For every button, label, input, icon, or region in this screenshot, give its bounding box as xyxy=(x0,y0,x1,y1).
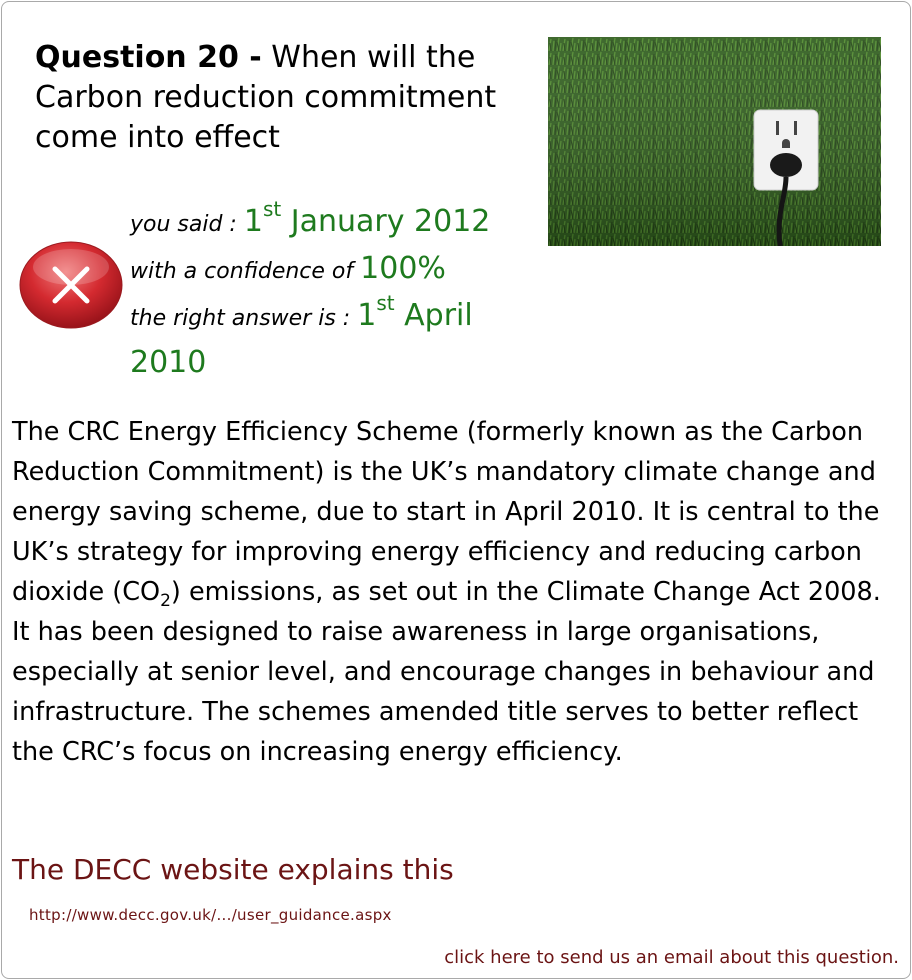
you-said-day: 1 xyxy=(243,204,263,239)
confidence-value: 100% xyxy=(360,251,446,286)
right-answer-line: the right answer is : 1st April 2010 xyxy=(130,293,510,388)
you-said-label: you said : xyxy=(130,212,237,237)
explanation-part-1: The CRC Energy Efficiency Scheme (former… xyxy=(12,417,880,607)
co2-subscript: 2 xyxy=(160,591,171,612)
question-text: When will the Carbon reduction commitmen… xyxy=(35,40,497,155)
confidence-label: with a confidence of xyxy=(130,259,354,284)
wrong-cross-icon xyxy=(18,239,124,329)
plug-socket-image xyxy=(548,37,881,246)
source-link[interactable]: http://www.decc.gov.uk/.../user_guidance… xyxy=(29,906,392,924)
source-title: The DECC website explains this xyxy=(12,853,454,886)
you-said-value: 1st January 2012 xyxy=(243,199,491,239)
you-said-date: January 2012 xyxy=(290,204,491,239)
right-answer-ordinal: st xyxy=(376,291,395,315)
right-answer-day: 1 xyxy=(357,298,377,333)
explanation-text: The CRC Energy Efficiency Scheme (former… xyxy=(12,412,904,772)
email-feedback-link[interactable]: click here to send us an email about thi… xyxy=(444,947,899,968)
right-answer-value: 1st April 2010 xyxy=(130,293,473,380)
question-title: Question 20 - When will the Carbon reduc… xyxy=(35,38,535,158)
grass-plug-illustration xyxy=(548,37,881,246)
wall-socket-icon xyxy=(753,109,819,246)
you-said-line: you said : 1st January 2012 xyxy=(130,199,530,247)
confidence-line: with a confidence of 100% xyxy=(130,247,530,294)
you-said-ordinal: st xyxy=(262,197,282,221)
answer-block: you said : 1st January 2012 with a confi… xyxy=(130,199,530,388)
question-number: Question 20 - xyxy=(35,40,262,75)
right-answer-label: the right answer is : xyxy=(130,306,351,331)
explanation-part-2: ) emissions, as set out in the Climate C… xyxy=(12,577,881,767)
right-answer-date: April 2010 xyxy=(130,298,473,380)
